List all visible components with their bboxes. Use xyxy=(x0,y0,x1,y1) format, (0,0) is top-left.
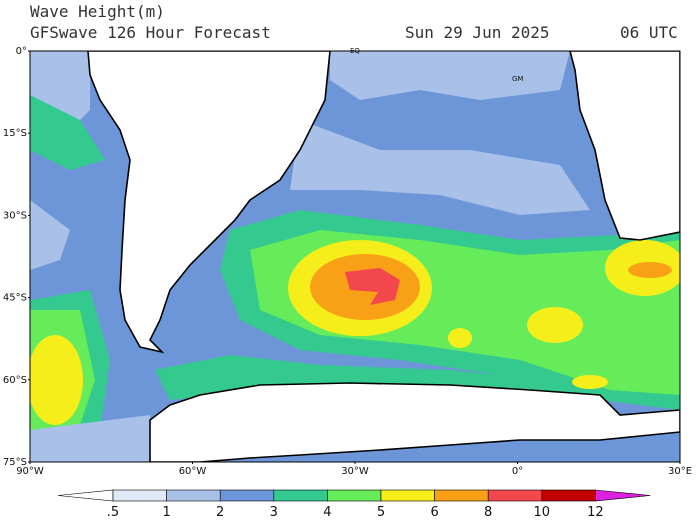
wave-area xyxy=(448,328,472,348)
colorbar-label: 3 xyxy=(270,505,278,520)
lon-label: 60°W xyxy=(179,466,207,477)
colorbar-label: 6 xyxy=(430,505,438,520)
place-label: EQ xyxy=(350,47,360,55)
wave-area xyxy=(628,262,672,278)
wave-area xyxy=(527,307,583,343)
africa xyxy=(569,51,680,241)
colorbar-label: 12 xyxy=(587,505,604,520)
lat-label: 45°S xyxy=(3,293,27,304)
lat-label: 15°S xyxy=(3,128,27,139)
colorbar-label: 8 xyxy=(484,505,492,520)
date-label: Sun 29 Jun 2025 xyxy=(405,23,550,42)
lon-label: 30°E xyxy=(668,466,692,477)
colorbar-segment xyxy=(327,489,382,502)
wave-area xyxy=(30,95,105,170)
colorbar-segment xyxy=(112,489,167,502)
wave-area xyxy=(290,120,590,215)
wave-field xyxy=(30,51,680,462)
lat-label: 0° xyxy=(16,46,27,57)
wave-area xyxy=(30,415,150,462)
wave-area xyxy=(330,51,570,100)
colorbar-segment xyxy=(219,489,275,502)
lat-label: 60°S xyxy=(3,375,27,386)
colorbar-segment xyxy=(273,489,328,502)
time-label: 06 UTC xyxy=(620,23,678,42)
lat-label: 75°S xyxy=(3,457,27,468)
wave-area xyxy=(345,268,400,305)
colorbar-segment xyxy=(57,489,114,502)
colorbar-segment xyxy=(380,489,435,502)
lon-label: 90°W xyxy=(16,466,44,477)
antarctica xyxy=(149,382,680,462)
colorbar-label: .5 xyxy=(107,505,119,520)
colorbar-label: 5 xyxy=(377,505,385,520)
colorbar-label: 2 xyxy=(216,505,224,520)
lat-label: 30°S xyxy=(3,210,27,221)
colorbar-segment xyxy=(434,489,489,502)
colorbar-segment xyxy=(166,489,221,502)
lon-label: 30°W xyxy=(341,466,369,477)
colorbar-label: 10 xyxy=(534,505,551,520)
south-america xyxy=(87,51,331,354)
wave-area xyxy=(30,200,70,270)
wave-area xyxy=(30,335,83,425)
title: Wave Height(m) xyxy=(30,2,165,21)
colorbar-label: 1 xyxy=(162,505,170,520)
model-label: GFSwave 126 Hour Forecast xyxy=(30,23,271,42)
wave-area xyxy=(572,375,608,389)
place-label: GM xyxy=(512,75,523,83)
colorbar-segment xyxy=(595,489,651,502)
colorbar-label: 4 xyxy=(323,505,331,520)
lon-label: 0° xyxy=(512,466,523,477)
colorbar-segment xyxy=(487,489,543,502)
colorbar-segment xyxy=(541,489,596,502)
